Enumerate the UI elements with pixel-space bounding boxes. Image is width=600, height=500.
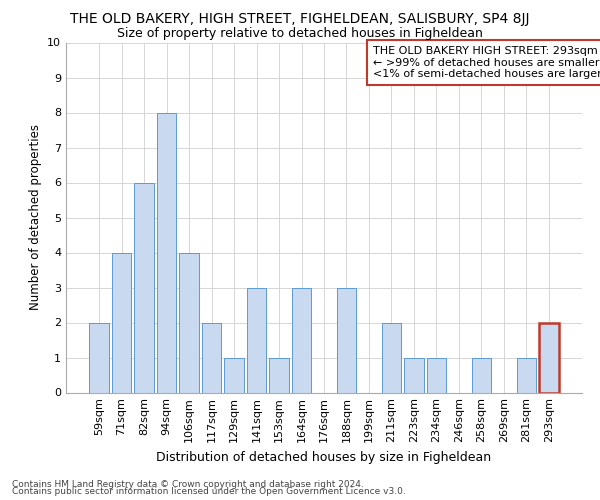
Bar xyxy=(224,358,244,392)
Text: THE OLD BAKERY HIGH STREET: 293sqm
← >99% of detached houses are smaller (44)
<1: THE OLD BAKERY HIGH STREET: 293sqm ← >99… xyxy=(373,46,600,79)
Bar xyxy=(382,322,401,392)
Bar xyxy=(89,322,109,392)
Bar xyxy=(472,358,491,392)
Y-axis label: Number of detached properties: Number of detached properties xyxy=(29,124,41,310)
Bar xyxy=(292,288,311,393)
Text: Contains public sector information licensed under the Open Government Licence v3: Contains public sector information licen… xyxy=(12,488,406,496)
Bar xyxy=(112,252,131,392)
Bar xyxy=(427,358,446,392)
Text: Contains HM Land Registry data © Crown copyright and database right 2024.: Contains HM Land Registry data © Crown c… xyxy=(12,480,364,489)
Text: Size of property relative to detached houses in Figheldean: Size of property relative to detached ho… xyxy=(117,28,483,40)
Bar xyxy=(134,182,154,392)
Bar xyxy=(539,322,559,392)
Bar xyxy=(179,252,199,392)
X-axis label: Distribution of detached houses by size in Figheldean: Distribution of detached houses by size … xyxy=(157,450,491,464)
Bar xyxy=(404,358,424,392)
Bar xyxy=(247,288,266,393)
Bar xyxy=(269,358,289,392)
Bar xyxy=(157,112,176,392)
Bar xyxy=(202,322,221,392)
Bar xyxy=(337,288,356,393)
Text: THE OLD BAKERY, HIGH STREET, FIGHELDEAN, SALISBURY, SP4 8JJ: THE OLD BAKERY, HIGH STREET, FIGHELDEAN,… xyxy=(70,12,530,26)
Bar xyxy=(517,358,536,392)
